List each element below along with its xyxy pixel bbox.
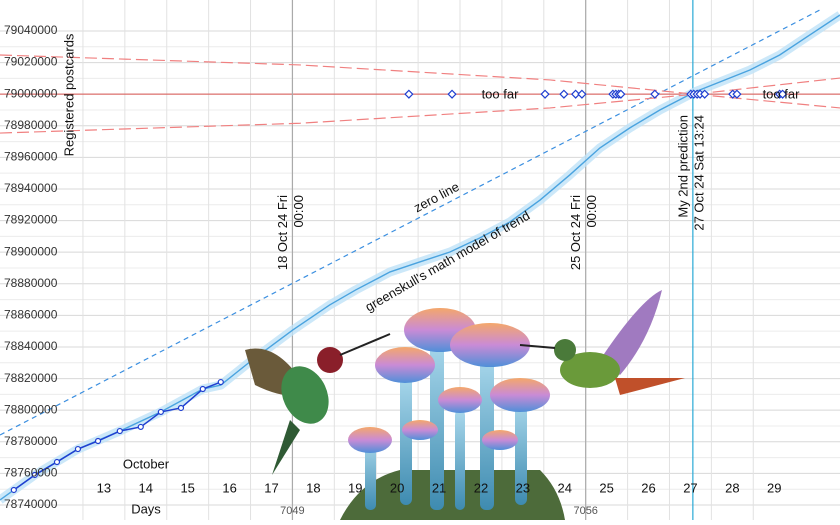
event-label: My 2nd prediction (675, 115, 690, 218)
prediction-point (404, 89, 414, 99)
x-tick-label: 28 (725, 480, 739, 495)
dashed-line (0, 9, 821, 436)
x-tick-label: 22 (474, 480, 488, 495)
annotation: greenskull's math model of trend (363, 208, 533, 315)
month-label: October (123, 456, 170, 471)
data-point (31, 471, 38, 479)
x-tick-label: 13 (97, 480, 111, 495)
y-tick-label: 78880000 (4, 276, 58, 290)
x-tick-label: 15 (180, 480, 194, 495)
x-tick-label: 17 (264, 480, 278, 495)
prediction-point (570, 89, 581, 99)
prediction-point (777, 89, 788, 99)
x-tick-label: 24 (558, 480, 572, 495)
y-tick-label: 78920000 (4, 213, 58, 227)
data-point (94, 437, 102, 445)
data-point (10, 486, 17, 494)
prediction-point (447, 89, 457, 99)
data-point (74, 445, 82, 453)
event-label: 18 Oct 24 Fri (275, 195, 290, 270)
caps (348, 308, 550, 453)
y-tick-label: 78780000 (4, 434, 58, 448)
x-tick-label: 26 (641, 480, 655, 495)
y-tick-label: 78860000 (4, 308, 58, 322)
prediction-point (559, 89, 569, 99)
x-axis-label: Days (131, 501, 161, 516)
x-tick-label: 25 (599, 480, 613, 495)
y-tick-label: 79020000 (4, 55, 58, 69)
data-point (137, 423, 144, 431)
annotation: zero line (411, 179, 461, 215)
x-tick-label: 18 (306, 480, 320, 495)
hummingbird (245, 333, 391, 475)
x-tick-label: 16 (222, 480, 236, 495)
prediction-point (732, 89, 742, 99)
day-count: 7049 (280, 505, 304, 517)
x-tick-label: 14 (139, 480, 153, 495)
y-axis-label: Registered postcards (61, 33, 76, 156)
annotation: too far (763, 86, 801, 101)
trend-line (0, 14, 840, 501)
y-tick-label: 78800000 (4, 402, 58, 416)
x-tick-label: 27 (683, 480, 697, 495)
event-label: 27 Oct 24 Sat 13:24 (691, 115, 706, 231)
illustration (245, 290, 685, 520)
data-point (177, 404, 185, 412)
x-tick-label: 23 (516, 480, 530, 495)
stems (365, 340, 527, 510)
prediction-point (700, 89, 710, 99)
y-tick-label: 79040000 (4, 23, 58, 37)
y-tick-label: 78960000 (4, 150, 58, 164)
dashed-line (0, 77, 840, 134)
x-tick-label: 21 (432, 480, 446, 495)
event-label: 00:00 (584, 195, 599, 228)
dashed-line (0, 54, 840, 109)
prediction-point (616, 89, 626, 99)
data-point (53, 458, 61, 466)
y-tick-label: 78840000 (4, 339, 58, 353)
ground (340, 470, 565, 520)
event-label: 00:00 (291, 195, 306, 228)
x-tick-label: 19 (348, 480, 362, 495)
data-point (116, 427, 123, 435)
y-tick-label: 78980000 (4, 118, 58, 132)
prediction-point (650, 89, 660, 99)
y-tick-label: 78820000 (4, 371, 58, 385)
y-tick-label: 78900000 (4, 244, 58, 258)
event-label: 25 Oct 24 Fri (568, 195, 583, 270)
y-tick-label: 79000000 (4, 86, 58, 100)
hummingbird (519, 290, 685, 395)
y-tick-label: 78740000 (4, 497, 58, 511)
prediction-point (577, 89, 587, 99)
data-point (217, 378, 224, 386)
y-tick-label: 78760000 (4, 466, 58, 480)
x-tick-label: 20 (390, 480, 404, 495)
x-tick-label: 29 (767, 480, 781, 495)
prediction-point (540, 89, 550, 99)
day-count: 7056 (573, 505, 597, 517)
data-point (157, 408, 164, 416)
y-tick-label: 78940000 (4, 181, 58, 195)
data-point (199, 385, 206, 393)
annotation: too far (482, 86, 520, 101)
